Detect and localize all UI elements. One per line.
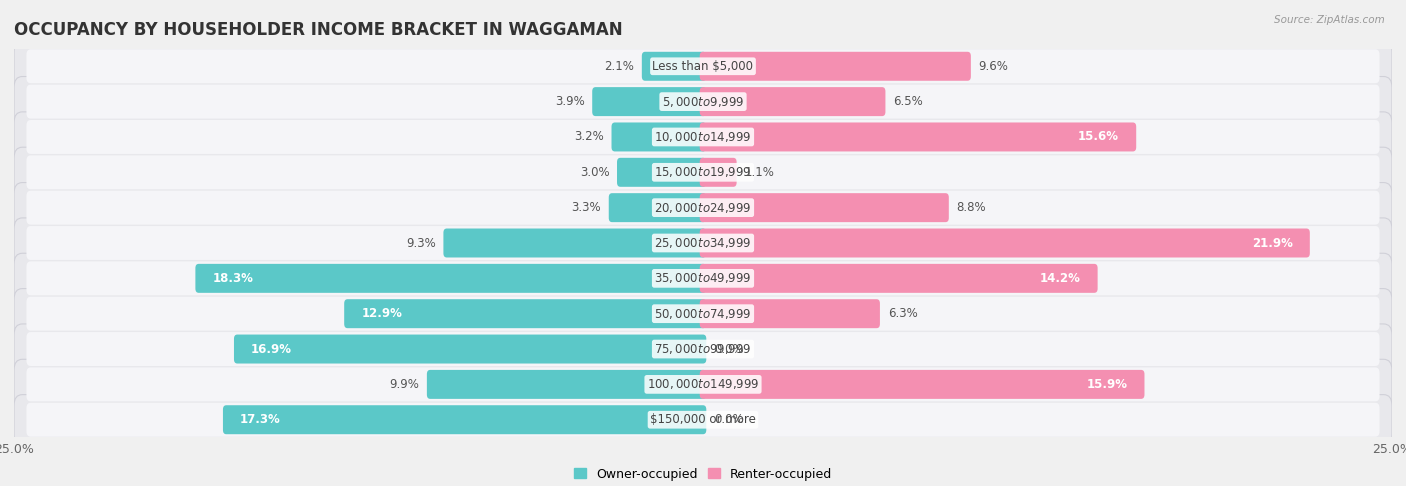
FancyBboxPatch shape bbox=[14, 395, 1392, 445]
Text: 12.9%: 12.9% bbox=[361, 307, 402, 320]
FancyBboxPatch shape bbox=[700, 122, 1136, 152]
Text: 17.3%: 17.3% bbox=[240, 413, 281, 426]
Text: $50,000 to $74,999: $50,000 to $74,999 bbox=[654, 307, 752, 321]
Text: 3.3%: 3.3% bbox=[571, 201, 600, 214]
Text: $35,000 to $49,999: $35,000 to $49,999 bbox=[654, 271, 752, 285]
Text: 6.3%: 6.3% bbox=[887, 307, 917, 320]
FancyBboxPatch shape bbox=[443, 228, 706, 258]
FancyBboxPatch shape bbox=[344, 299, 706, 328]
Text: OCCUPANCY BY HOUSEHOLDER INCOME BRACKET IN WAGGAMAN: OCCUPANCY BY HOUSEHOLDER INCOME BRACKET … bbox=[14, 21, 623, 39]
FancyBboxPatch shape bbox=[14, 289, 1392, 339]
Text: $5,000 to $9,999: $5,000 to $9,999 bbox=[662, 95, 744, 108]
Text: 16.9%: 16.9% bbox=[252, 343, 292, 356]
FancyBboxPatch shape bbox=[27, 191, 1379, 225]
Legend: Owner-occupied, Renter-occupied: Owner-occupied, Renter-occupied bbox=[568, 463, 838, 486]
FancyBboxPatch shape bbox=[14, 253, 1392, 303]
FancyBboxPatch shape bbox=[27, 49, 1379, 83]
Text: $10,000 to $14,999: $10,000 to $14,999 bbox=[654, 130, 752, 144]
Text: 3.0%: 3.0% bbox=[579, 166, 609, 179]
FancyBboxPatch shape bbox=[612, 122, 706, 152]
Text: 21.9%: 21.9% bbox=[1251, 237, 1292, 249]
Text: Less than $5,000: Less than $5,000 bbox=[652, 60, 754, 73]
FancyBboxPatch shape bbox=[14, 147, 1392, 197]
Text: 6.5%: 6.5% bbox=[893, 95, 922, 108]
FancyBboxPatch shape bbox=[641, 52, 706, 81]
Text: $20,000 to $24,999: $20,000 to $24,999 bbox=[654, 201, 752, 215]
FancyBboxPatch shape bbox=[27, 297, 1379, 330]
Text: 9.3%: 9.3% bbox=[406, 237, 436, 249]
FancyBboxPatch shape bbox=[14, 324, 1392, 374]
FancyBboxPatch shape bbox=[700, 158, 737, 187]
FancyBboxPatch shape bbox=[14, 41, 1392, 91]
FancyBboxPatch shape bbox=[14, 359, 1392, 410]
Text: $100,000 to $149,999: $100,000 to $149,999 bbox=[647, 378, 759, 391]
FancyBboxPatch shape bbox=[700, 228, 1310, 258]
Text: 14.2%: 14.2% bbox=[1039, 272, 1081, 285]
FancyBboxPatch shape bbox=[14, 218, 1392, 268]
FancyBboxPatch shape bbox=[224, 405, 706, 434]
Text: Source: ZipAtlas.com: Source: ZipAtlas.com bbox=[1274, 15, 1385, 25]
Text: 0.0%: 0.0% bbox=[714, 343, 744, 356]
Text: 9.6%: 9.6% bbox=[979, 60, 1008, 73]
FancyBboxPatch shape bbox=[14, 183, 1392, 233]
FancyBboxPatch shape bbox=[27, 156, 1379, 189]
FancyBboxPatch shape bbox=[700, 370, 1144, 399]
FancyBboxPatch shape bbox=[617, 158, 706, 187]
FancyBboxPatch shape bbox=[700, 264, 1098, 293]
FancyBboxPatch shape bbox=[592, 87, 706, 116]
Text: 3.9%: 3.9% bbox=[555, 95, 585, 108]
FancyBboxPatch shape bbox=[609, 193, 706, 222]
Text: 15.9%: 15.9% bbox=[1087, 378, 1128, 391]
Text: 1.1%: 1.1% bbox=[744, 166, 775, 179]
Text: $25,000 to $34,999: $25,000 to $34,999 bbox=[654, 236, 752, 250]
FancyBboxPatch shape bbox=[700, 299, 880, 328]
FancyBboxPatch shape bbox=[195, 264, 706, 293]
FancyBboxPatch shape bbox=[27, 85, 1379, 119]
FancyBboxPatch shape bbox=[427, 370, 706, 399]
Text: $150,000 or more: $150,000 or more bbox=[650, 413, 756, 426]
FancyBboxPatch shape bbox=[233, 334, 706, 364]
FancyBboxPatch shape bbox=[700, 87, 886, 116]
Text: 18.3%: 18.3% bbox=[212, 272, 253, 285]
Text: $15,000 to $19,999: $15,000 to $19,999 bbox=[654, 165, 752, 179]
Text: 9.9%: 9.9% bbox=[389, 378, 419, 391]
Text: $75,000 to $99,999: $75,000 to $99,999 bbox=[654, 342, 752, 356]
FancyBboxPatch shape bbox=[700, 193, 949, 222]
FancyBboxPatch shape bbox=[27, 367, 1379, 401]
FancyBboxPatch shape bbox=[27, 332, 1379, 366]
Text: 2.1%: 2.1% bbox=[605, 60, 634, 73]
FancyBboxPatch shape bbox=[27, 261, 1379, 295]
FancyBboxPatch shape bbox=[27, 120, 1379, 154]
FancyBboxPatch shape bbox=[14, 76, 1392, 127]
Text: 8.8%: 8.8% bbox=[956, 201, 986, 214]
FancyBboxPatch shape bbox=[27, 226, 1379, 260]
FancyBboxPatch shape bbox=[14, 112, 1392, 162]
FancyBboxPatch shape bbox=[27, 403, 1379, 437]
FancyBboxPatch shape bbox=[700, 52, 972, 81]
Text: 3.2%: 3.2% bbox=[574, 130, 603, 143]
Text: 15.6%: 15.6% bbox=[1078, 130, 1119, 143]
Text: 0.0%: 0.0% bbox=[714, 413, 744, 426]
